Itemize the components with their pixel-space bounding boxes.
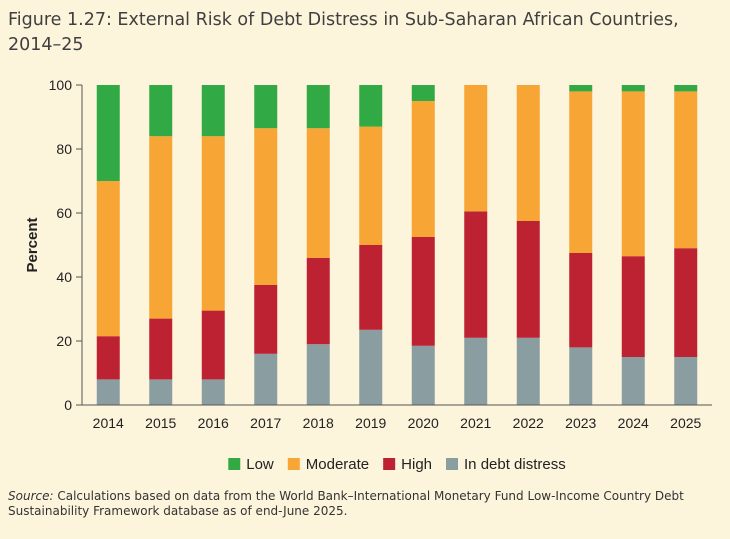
bar-segment [674,248,697,357]
legend-label: In debt distress [464,456,566,473]
y-tick-label: 100 [49,77,73,93]
x-tick-label: 2024 [618,415,649,431]
bar-segment [97,336,120,379]
figure-title: Figure 1.27: External Risk of Debt Distr… [8,8,723,58]
legend-label: Low [246,456,274,473]
x-tick-label: 2014 [93,415,124,431]
bar-segment [674,357,697,405]
y-tick-label: 0 [64,397,72,413]
legend-label: Moderate [306,456,369,473]
bar-segment [97,85,120,181]
bar-segment [97,379,120,405]
bar-segment [412,101,435,237]
legend-item: High [383,456,432,473]
x-tick-label: 2019 [355,415,386,431]
legend: Low Moderate High In debt distress [228,456,565,473]
bar-segment [254,128,277,285]
source-label: Source: [8,489,54,503]
y-axis: 0 20 40 60 80 100 [49,77,82,413]
x-tick-label: 2020 [408,415,439,431]
bar-segment [307,128,330,258]
bar-segment [149,136,172,318]
legend-item: Moderate [288,456,369,473]
bar-segment [517,221,540,338]
bar-segment [202,85,225,136]
x-tick-label: 2015 [145,415,176,431]
bar-segment [674,91,697,248]
bar-segment [464,85,487,211]
bar-segment [412,346,435,405]
bar-segment [254,85,277,128]
bar-segment [307,258,330,344]
bar-segment [307,344,330,405]
source-text: Calculations based on data from the Worl… [8,489,684,518]
bar-segment [359,85,382,127]
bar-segment [254,285,277,354]
bar-segment [569,91,592,253]
bar-segment [97,181,120,336]
bar-segment [202,136,225,310]
bar-segment [149,319,172,380]
y-tick-label: 80 [56,141,72,157]
bar-segment [149,379,172,405]
bar-segment [517,338,540,405]
y-axis-title: Percent [24,217,41,272]
bar-segment [569,347,592,405]
y-tick-label: 60 [56,205,72,221]
y-axis-label: Percent [24,217,41,272]
x-tick-label: 2021 [460,415,491,431]
y-tick-label: 20 [56,333,72,349]
x-tick-label: 2023 [565,415,596,431]
bar-segment [149,85,172,136]
x-axis: 2014 2015 2016 2017 2018 2019 2020 2021 2022 2023… [82,405,712,431]
x-tick-label: 2018 [303,415,334,431]
bar-segment [359,330,382,405]
x-tick-label: 2025 [670,415,701,431]
bar-segment [412,85,435,101]
legend-swatch [383,458,395,470]
legend-item: In debt distress [446,456,566,473]
figure-source: Source: Calculations based on data from … [8,489,723,519]
bars [97,85,698,405]
bar-segment [622,256,645,357]
legend-label: High [401,456,432,473]
bar-segment [569,253,592,347]
bar-segment [307,85,330,128]
y-tick-label: 40 [56,269,72,285]
bar-segment [359,245,382,330]
bar-segment [359,127,382,245]
bar-segment [674,85,697,91]
legend-item: Low [228,456,274,473]
legend-swatch [228,458,240,470]
bar-segment [254,354,277,405]
bar-segment [412,237,435,346]
legend-swatch [446,458,458,470]
legend-swatch [288,458,300,470]
x-tick-label: 2016 [198,415,229,431]
bar-segment [569,85,592,91]
bar-segment [622,85,645,91]
bar-segment [202,379,225,405]
bar-segment [517,85,540,221]
bar-segment [464,211,487,337]
bar-segment [464,338,487,405]
bar-segment [202,311,225,380]
bar-segment [622,357,645,405]
x-tick-label: 2017 [250,415,281,431]
bar-segment [622,91,645,256]
x-tick-label: 2022 [513,415,544,431]
